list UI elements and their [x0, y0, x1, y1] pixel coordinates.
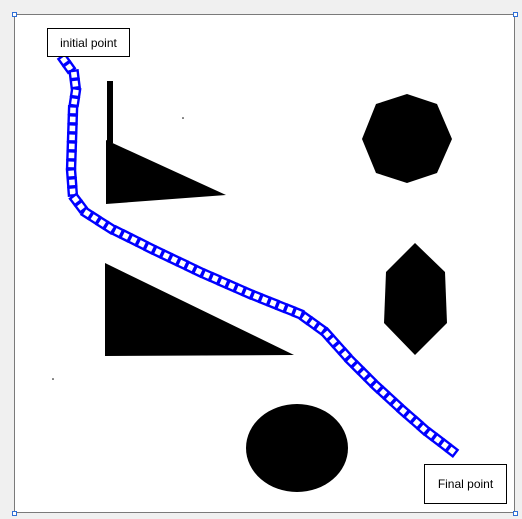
resize-handle-top-left[interactable]: [12, 12, 17, 17]
path-step-marker: [67, 114, 79, 125]
obstacle-ellipse: [246, 404, 348, 492]
path-step-marker: [66, 150, 77, 161]
obstacle-bar: [107, 81, 113, 143]
final-point-label: Final point: [424, 464, 507, 504]
path-step-marker: [65, 159, 77, 170]
path-step-marker: [68, 95, 81, 108]
path-step-marker: [65, 167, 77, 179]
resize-handle-bottom-right[interactable]: [513, 511, 518, 516]
path-step-marker: [66, 141, 78, 152]
obstacle-hexagon: [362, 94, 452, 183]
planned-path: [56, 52, 460, 458]
path-step-marker: [66, 176, 78, 188]
obstacle-triangle-upper: [106, 140, 226, 204]
path-step-marker: [67, 105, 79, 116]
stray-dot: [182, 117, 184, 119]
stray-dot: [52, 378, 54, 380]
path-step-marker: [68, 68, 80, 81]
path-step-marker: [67, 123, 78, 134]
path-step-marker: [69, 86, 82, 99]
path-step-marker: [444, 443, 460, 458]
initial-point-label: initial point: [47, 28, 130, 57]
obstacle-hexagon-elongated: [384, 243, 447, 355]
resize-handle-top-right[interactable]: [513, 12, 518, 17]
resize-handle-bottom-left[interactable]: [12, 511, 17, 516]
path-step-marker: [66, 132, 78, 143]
obstacle-triangle-lower: [105, 263, 294, 356]
